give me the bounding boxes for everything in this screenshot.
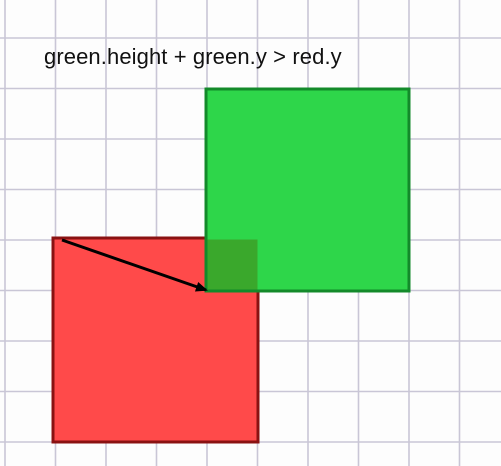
diagram-caption: green.height + green.y > red.y	[44, 44, 342, 69]
arrow	[61, 238, 208, 292]
overlap-region	[207, 239, 258, 290]
